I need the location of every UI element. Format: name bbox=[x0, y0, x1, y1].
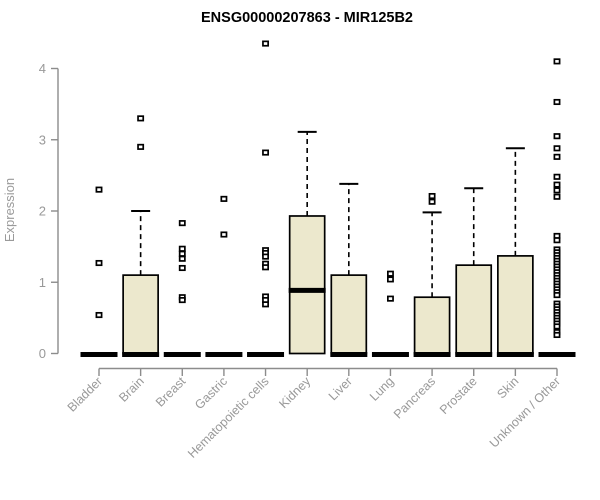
outlier-point bbox=[178, 255, 186, 262]
outlier-point bbox=[95, 259, 103, 267]
plot-area: 0 1 2 3 4 Bladder Brain Breast GastricHematopoie… bbox=[39, 40, 576, 461]
outlier-point bbox=[178, 250, 186, 257]
x-tick-label: Skin bbox=[494, 374, 521, 401]
outlier-point bbox=[178, 220, 186, 227]
outlier-point bbox=[178, 297, 186, 304]
outlier-point bbox=[137, 143, 145, 150]
x-tick-label: Kidney bbox=[276, 374, 313, 411]
x-tick-label: Gastric bbox=[192, 374, 230, 412]
outlier-point bbox=[428, 198, 436, 205]
y-tick-label: 2 bbox=[39, 204, 46, 219]
outlier-point bbox=[220, 231, 228, 238]
outlier-point bbox=[220, 195, 228, 202]
outlier-point bbox=[137, 115, 145, 122]
y-tick-label: 1 bbox=[39, 275, 46, 290]
outlier-point bbox=[262, 301, 269, 308]
outlier-point bbox=[178, 245, 186, 252]
x-tick-label: Lung bbox=[367, 374, 397, 404]
box bbox=[413, 296, 451, 355]
outlier-point bbox=[387, 270, 394, 277]
x-tick-label: Prostate bbox=[437, 374, 480, 417]
outlier-point bbox=[553, 323, 561, 330]
box bbox=[122, 274, 159, 355]
box bbox=[288, 215, 326, 355]
outlier-point bbox=[262, 40, 269, 47]
outlier-point bbox=[553, 187, 561, 194]
outlier-point bbox=[553, 331, 561, 339]
outlier-point bbox=[387, 276, 394, 283]
outlier-point bbox=[553, 133, 561, 140]
outlier-point bbox=[553, 58, 561, 65]
outlier-point bbox=[428, 192, 436, 200]
x-tick-label: Brain bbox=[116, 374, 147, 405]
box bbox=[497, 255, 534, 355]
outlier-point bbox=[553, 145, 561, 152]
outlier-point bbox=[95, 311, 103, 319]
outlier-point bbox=[178, 264, 186, 272]
y-tick-label: 0 bbox=[39, 346, 46, 361]
x-tick-label: Unknown / Other bbox=[487, 374, 563, 450]
box bbox=[330, 274, 368, 355]
x-tick-label: Hematopoietic cells bbox=[185, 374, 272, 461]
outlier-point bbox=[262, 264, 269, 271]
y-tick-label: 4 bbox=[39, 61, 46, 76]
outlier-point bbox=[553, 237, 561, 244]
box bbox=[455, 264, 493, 355]
outlier-point bbox=[553, 181, 561, 188]
x-tick-label: Bladder bbox=[65, 374, 105, 414]
y-axis-label: Expression bbox=[2, 178, 17, 242]
outlier-point bbox=[95, 186, 103, 193]
outlier-point bbox=[262, 149, 269, 156]
outlier-point bbox=[553, 98, 561, 106]
y-tick-label: 3 bbox=[39, 132, 46, 147]
x-tick-label: Pancreas bbox=[391, 374, 438, 421]
outlier-point bbox=[553, 193, 561, 200]
outlier-point bbox=[553, 173, 561, 180]
outlier-point bbox=[553, 153, 561, 160]
outlier-point bbox=[553, 292, 561, 299]
x-tick-label: Breast bbox=[153, 374, 189, 410]
x-tick-label: Liver bbox=[326, 374, 355, 403]
outlier-point bbox=[262, 253, 269, 260]
chart-title: ENSG00000207863 - MIR125B2 bbox=[201, 10, 413, 26]
outlier-point bbox=[387, 295, 394, 302]
